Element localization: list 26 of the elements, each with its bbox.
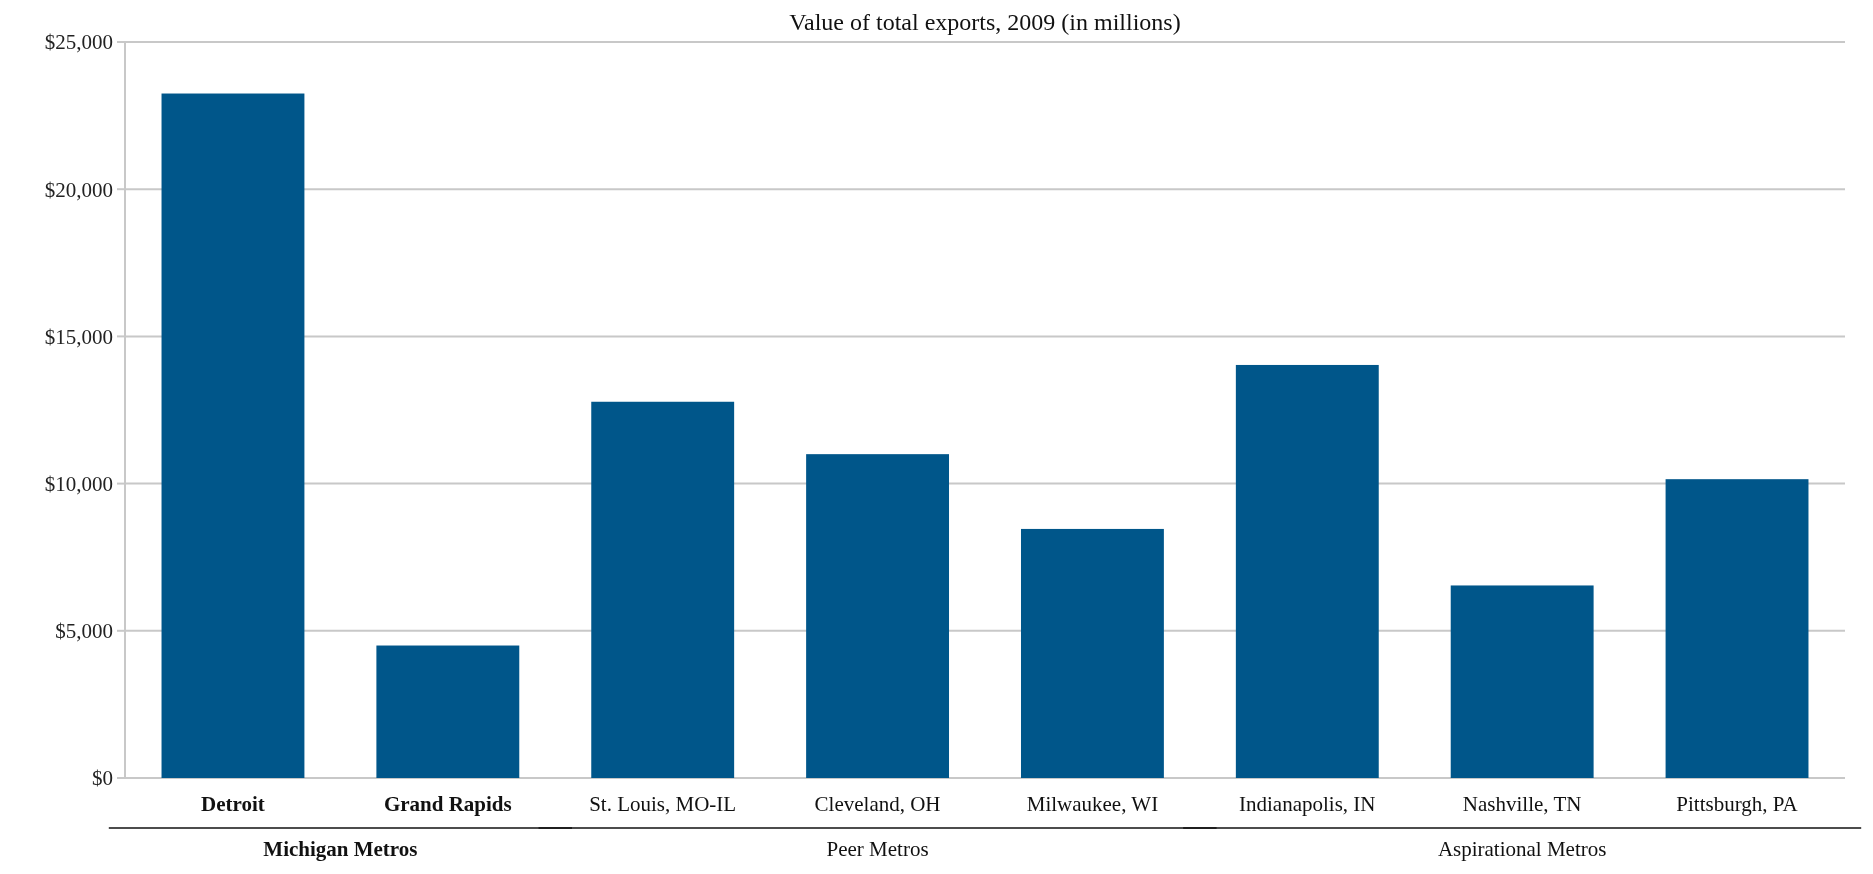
x-tick-label: Grand Rapids — [383, 792, 512, 816]
chart-title: Value of total exports, 2009 (in millions) — [789, 9, 1181, 35]
text: Aspirational Metros — [1437, 837, 1607, 861]
x-tick-label: Pittsburgh, PA — [1676, 792, 1799, 816]
bar — [1665, 479, 1809, 778]
y-tick-label: $10,000 — [44, 471, 113, 496]
bar — [1235, 364, 1379, 778]
bar — [591, 401, 735, 778]
bar — [1450, 585, 1594, 778]
text: Michigan Metros — [263, 837, 418, 861]
y-tick-label: $25,000 — [44, 30, 113, 55]
y-tick-label: $0 — [92, 766, 113, 791]
x-tick-label: St. Louis, MO-IL — [589, 792, 737, 816]
x-tick-label: Milwaukee, WI — [1026, 792, 1159, 816]
bar — [1020, 528, 1164, 778]
bar — [161, 93, 305, 778]
y-tick-label: $15,000 — [44, 324, 113, 349]
x-tick-label: Cleveland, OH — [814, 792, 941, 816]
text: Peer Metros — [826, 837, 929, 861]
bar — [376, 645, 520, 778]
y-tick-label: $5,000 — [55, 619, 113, 644]
y-tick-label: $20,000 — [44, 177, 113, 202]
x-tick-label: Detroit — [201, 792, 265, 816]
bar — [806, 454, 950, 778]
x-tick-label: Nashville, TN — [1462, 792, 1582, 816]
x-tick-label: Indianapolis, IN — [1239, 792, 1376, 816]
